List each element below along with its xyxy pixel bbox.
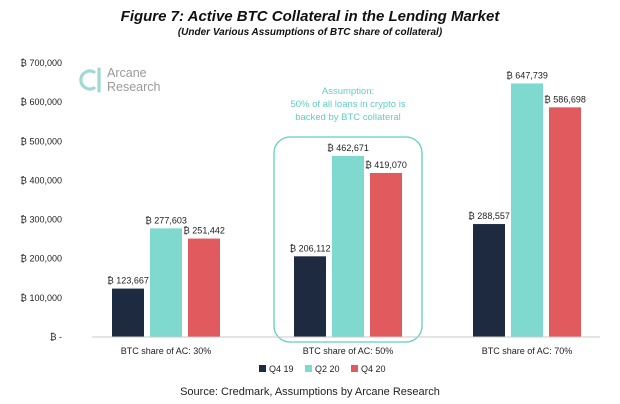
data-label: ₿ 586,698 (544, 94, 586, 104)
data-label: ₿ 277,603 (145, 215, 187, 225)
bar (112, 288, 144, 337)
data-label: ₿ 206,112 (289, 243, 330, 253)
y-tick-label: ₿ 500,000 (20, 136, 62, 146)
data-label: ₿ 419,070 (365, 160, 407, 170)
source-note: Source: Credmark, Assumptions by Arcane … (180, 386, 440, 398)
data-label: ₿ 462,671 (327, 143, 369, 153)
bar (332, 155, 364, 337)
bar (549, 107, 581, 337)
x-category-label: BTC share of AC: 30% (121, 346, 212, 356)
data-label: ₿ 251,442 (183, 226, 225, 236)
data-label: ₿ 647,739 (506, 70, 548, 80)
legend-swatch (351, 365, 358, 372)
assumption-annotation: Assumption: 50% of all loans in crypto is… (273, 86, 423, 343)
bar (473, 224, 505, 337)
data-label: ₿ 123,667 (107, 276, 149, 286)
data-labels: ₿ 123,667 ₿ 277,603₿ 251,442 ₿ 206,112 ₿ 46… (107, 70, 586, 285)
logo-text-line2: Research (107, 80, 161, 94)
x-axis: BTC share of AC: 30% BTC share of AC: 50%… (92, 336, 600, 356)
data-label: ₿ 288,557 (468, 211, 510, 221)
y-tick-label: ₿ 100,000 (20, 293, 62, 303)
x-category-label: BTC share of AC: 70% (482, 346, 573, 356)
legend-label: Q2 20 (315, 364, 340, 374)
y-tick-label: ₿ 700,000 (20, 58, 62, 68)
legend-label: Q4 20 (361, 364, 386, 374)
bar (188, 238, 220, 337)
legend-swatch (259, 365, 266, 372)
y-tick-label: ₿ 600,000 (20, 97, 62, 107)
annotation-box (273, 136, 423, 343)
legend: Q4 19 Q2 20 Q4 20 (259, 364, 386, 374)
legend-label: Q4 19 (269, 364, 294, 374)
chart-title: Figure 7: Active BTC Collateral in the L… (120, 8, 500, 25)
annotation-text: Assumption: (322, 86, 374, 97)
bar (370, 172, 402, 337)
annotation-text: 50% of all loans in crypto is (290, 99, 405, 110)
legend-swatch (305, 365, 312, 372)
bar (294, 256, 326, 337)
logo-text-line1: Arcane (107, 66, 147, 80)
annotation-text: backed by BTC collateral (295, 112, 401, 123)
y-tick-label: ₿ 200,000 (20, 254, 62, 264)
bar (150, 228, 182, 337)
y-tick-label: ₿ 400,000 (20, 175, 62, 185)
arcane-logo-icon (79, 67, 101, 93)
y-tick-label: ₿ 300,000 (20, 215, 62, 225)
chart-subtitle: (Under Various Assumptions of BTC share … (177, 27, 443, 38)
arcane-research-logo: Arcane Research (79, 66, 161, 94)
bars (112, 83, 581, 337)
y-tick-label: ₿ - (50, 332, 62, 342)
bar (511, 83, 543, 337)
x-category-label: BTC share of AC: 50% (303, 346, 394, 356)
y-axis: ₿ - ₿ 100,000 ₿ 200,000 ₿ 300,000 ₿ 400,000 ₿… (20, 58, 62, 342)
